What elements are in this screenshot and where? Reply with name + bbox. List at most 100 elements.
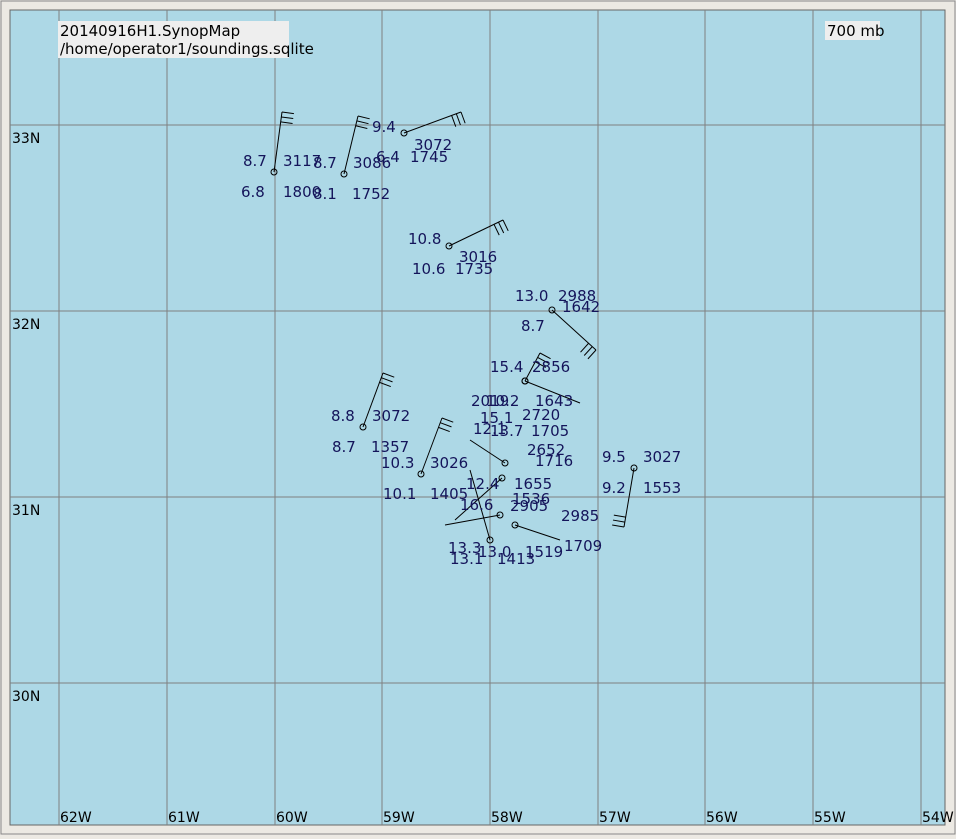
station-label: 1745 bbox=[410, 148, 448, 166]
station-label: 1735 bbox=[455, 260, 493, 278]
station-label: 8.1 bbox=[313, 185, 337, 203]
station-label: 6.8 bbox=[241, 183, 265, 201]
station-label: 3086 bbox=[353, 154, 391, 172]
source: /home/operator1/soundings.sqlite bbox=[60, 40, 314, 58]
wind-shaft bbox=[362, 372, 384, 428]
station-label: 10.1 bbox=[383, 485, 416, 503]
station-label: 1553 bbox=[643, 479, 681, 497]
wind-barb bbox=[612, 519, 625, 523]
wind-barb bbox=[281, 116, 294, 120]
lon-label: 60W bbox=[276, 810, 308, 826]
cluster-label: 13.1 bbox=[450, 550, 483, 568]
wind-barb bbox=[539, 352, 551, 360]
wind-shaft bbox=[469, 469, 491, 541]
station-label: 10.3 bbox=[381, 454, 414, 472]
wind-barb bbox=[438, 426, 450, 433]
station-label: 1643 bbox=[535, 392, 573, 410]
cluster-label: 1536 bbox=[512, 490, 550, 508]
station-label: 1752 bbox=[352, 185, 390, 203]
station-label: 10.2 bbox=[486, 392, 519, 410]
wind-barb bbox=[612, 524, 625, 528]
lon-label: 55W bbox=[814, 810, 846, 826]
lat-label: 31N bbox=[12, 503, 40, 519]
cluster-label: 1709 bbox=[564, 537, 602, 555]
wind-barb bbox=[440, 422, 452, 428]
cluster-label: 2652 bbox=[527, 441, 565, 459]
wind-barb bbox=[502, 219, 509, 232]
grid: 33N 32N 31N 30N 62W 61W 60W 59W 58W 57W 56W 55W 54W bbox=[10, 10, 954, 826]
cluster-label: 1413 bbox=[497, 550, 535, 568]
wind-barb bbox=[382, 372, 395, 378]
map-area bbox=[9, 9, 946, 826]
station-label: 9.2 bbox=[602, 479, 626, 497]
cluster-label: 2720 bbox=[522, 406, 560, 424]
wind-barb bbox=[451, 115, 457, 127]
wind-shaft bbox=[403, 111, 462, 134]
station-dot bbox=[486, 536, 494, 544]
wind-shaft bbox=[524, 380, 581, 404]
lon-label: 59W bbox=[383, 810, 415, 826]
wind-shaft bbox=[448, 219, 504, 247]
station-label: 3117 bbox=[283, 152, 321, 170]
lon-label: 58W bbox=[491, 810, 523, 826]
wind-barb bbox=[535, 361, 547, 368]
station-label: 8.7 bbox=[332, 438, 356, 456]
wind-shaft bbox=[273, 111, 283, 173]
wind-barb bbox=[537, 356, 549, 364]
wind-barb bbox=[441, 417, 454, 423]
station-label: 1405 bbox=[430, 485, 468, 503]
station-label: 9.4 bbox=[372, 118, 396, 136]
wind-shaft bbox=[469, 439, 506, 464]
wind-shaft bbox=[524, 352, 541, 382]
level-box bbox=[825, 21, 880, 40]
cluster-label: 16.6 bbox=[460, 496, 493, 514]
lon-label: 61W bbox=[168, 810, 200, 826]
wind-barb bbox=[613, 514, 626, 518]
cluster-label: 2019 bbox=[471, 392, 509, 410]
station-dot bbox=[270, 168, 278, 176]
wind-barb bbox=[580, 342, 589, 353]
cluster-label: 12.4 bbox=[466, 475, 499, 493]
station-label: 3026 bbox=[430, 454, 468, 472]
cluster-label: 12.1 bbox=[473, 420, 506, 438]
station-dot bbox=[501, 459, 509, 467]
wind-barb bbox=[379, 381, 391, 388]
lat-label: 33N bbox=[12, 131, 40, 147]
station-label: 8.7 bbox=[243, 152, 267, 170]
station-label: 3016 bbox=[459, 248, 497, 266]
cluster-label: 1519 bbox=[525, 543, 563, 561]
station-dot bbox=[359, 423, 367, 431]
wind-barb bbox=[455, 113, 461, 126]
wind-barb bbox=[493, 224, 500, 236]
wind-shaft bbox=[514, 524, 561, 541]
station-label: 8.7 bbox=[313, 154, 337, 172]
station-label: 3072 bbox=[372, 407, 410, 425]
station-label: 3072 bbox=[414, 136, 452, 154]
lon-label: 56W bbox=[706, 810, 738, 826]
station-dot bbox=[548, 306, 556, 314]
title: 20140916H1.SynopMap bbox=[60, 22, 240, 40]
station-dot bbox=[521, 377, 529, 385]
station-dot bbox=[445, 242, 453, 250]
station-label: 8.8 bbox=[331, 407, 355, 425]
station-label: 10.6 bbox=[412, 260, 445, 278]
cluster-label: 1655 bbox=[514, 475, 552, 493]
wind-barb bbox=[281, 111, 294, 115]
station-dot bbox=[400, 129, 408, 137]
wind-barb bbox=[587, 349, 597, 360]
wind-barb bbox=[381, 377, 393, 383]
station-dot bbox=[630, 464, 638, 472]
station-dot bbox=[340, 170, 348, 178]
station-label: 10.8 bbox=[408, 230, 441, 248]
station-label: 6.4 bbox=[376, 148, 400, 166]
station-label: 2856 bbox=[532, 358, 570, 376]
level: 700 mb bbox=[827, 22, 885, 40]
station-label: 8.7 bbox=[521, 317, 545, 335]
station-label: 1642 bbox=[562, 298, 600, 316]
station-label: 2988 bbox=[558, 287, 596, 305]
station-dot bbox=[498, 474, 506, 482]
cluster-label: 1716 bbox=[535, 452, 573, 470]
